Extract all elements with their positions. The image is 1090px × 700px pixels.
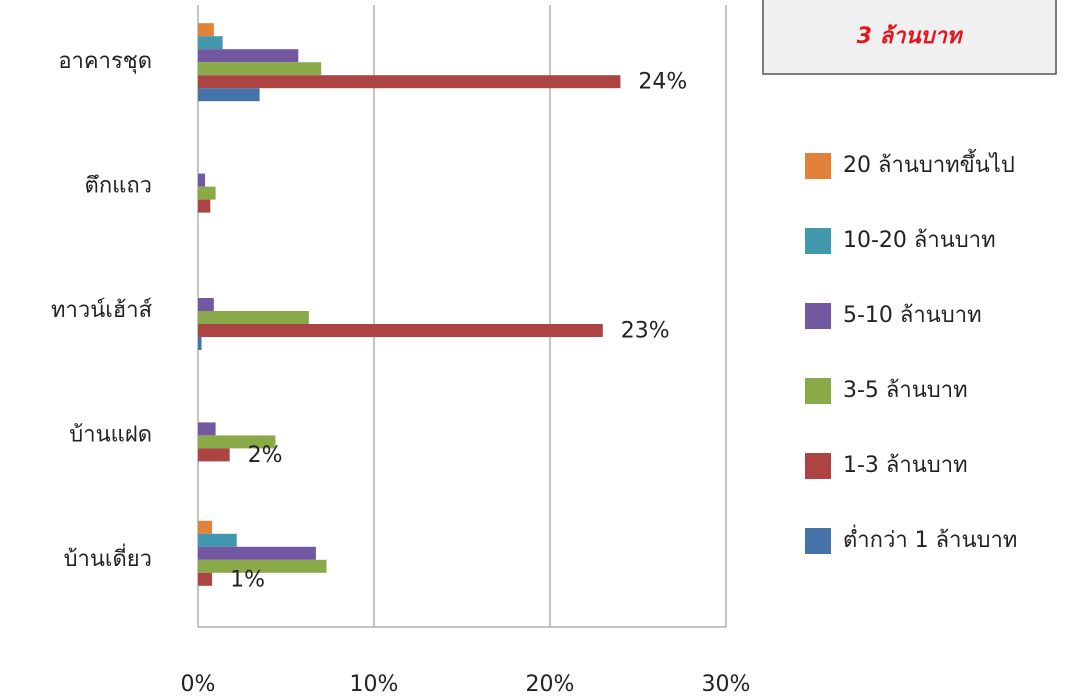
legend-label: 3-5 ล้านบาท [843,378,968,403]
x-tick-label: 10% [350,672,399,697]
data-label: 24% [638,70,687,95]
annotation-box [762,0,1057,75]
bar [198,533,237,547]
bar [198,311,309,324]
bar [198,173,206,187]
data-label: 23% [621,319,670,344]
legend-label: 10-20 ล้านบาท [843,228,996,253]
bar [198,559,327,573]
y-tick-label: บ้านแฝด [69,422,152,447]
data-label: 2% [248,443,283,468]
legend-swatch [805,303,831,329]
bar [198,62,322,76]
bar [198,49,299,63]
bar [198,186,216,200]
bar [198,448,230,462]
bar [198,23,214,37]
x-tick-label: 30% [702,672,751,697]
data-label: 1% [230,567,265,592]
y-tick-label: อาคารชุด [58,49,152,74]
bar [198,520,213,534]
bar [198,435,276,449]
bar [198,298,214,311]
legend-label: 5-10 ล้านบาท [843,303,982,328]
legend-label: 1-3 ล้านบาท [843,453,968,478]
legend-label: ต่ำกว่า 1 ล้านบาท [843,524,1017,553]
legend-label: 20 ล้านบาทขึ้นไป [843,149,1015,178]
x-tick-label: 20% [526,672,575,697]
legend-swatch [805,378,831,404]
annotation: 3 ล้านบาท [857,24,964,49]
bar [198,324,603,337]
bar [198,337,202,350]
bar [198,546,316,560]
x-tick-label: 0% [181,672,216,697]
y-tick-label: บ้านเดี่ยว [64,543,152,572]
bar [198,199,211,213]
bar [198,422,216,436]
bar [198,88,260,102]
bar [198,75,621,89]
legend-swatch [805,453,831,479]
legend-swatch [805,228,831,254]
y-tick-label: ทาวน์เฮ้าส์ [51,298,153,323]
legend-swatch [805,528,831,554]
legend-swatch [805,153,831,179]
bar [198,572,213,586]
bar [198,36,223,50]
y-tick-label: ตึกแถว [85,174,152,199]
